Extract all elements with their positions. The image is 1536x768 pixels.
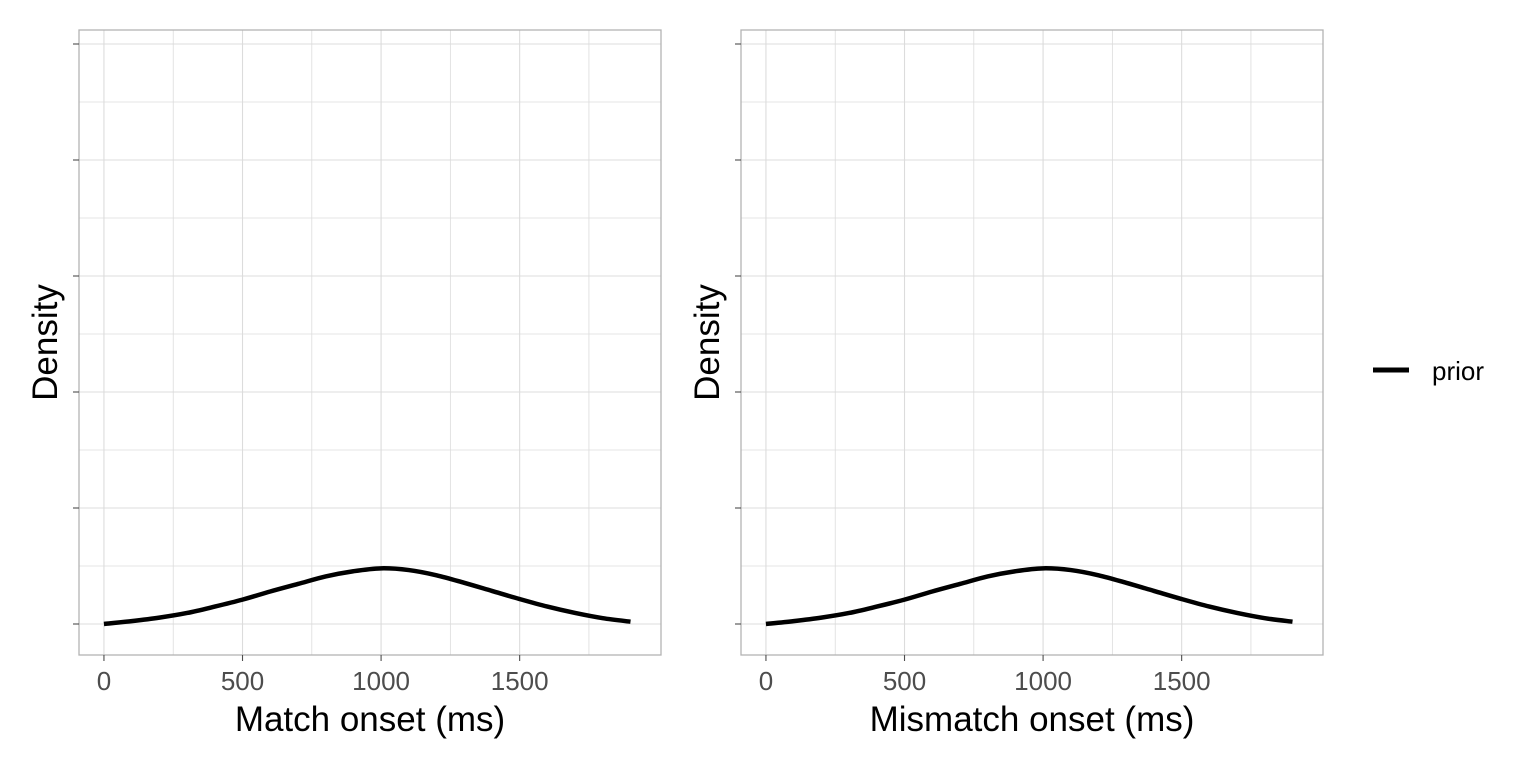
- right-panel-border: [740, 29, 1324, 656]
- right-x-tick-label-0: 0: [759, 666, 773, 696]
- legend: prior: [1373, 356, 1484, 386]
- right-x-tick-label-1: 500: [883, 666, 926, 696]
- right-y-axis-title: Density: [688, 284, 727, 401]
- left-x-tick-label-1: 500: [221, 666, 264, 696]
- right-x-axis-title: Mismatch onset (ms): [870, 700, 1195, 739]
- right-x-tick-label-2: 1000: [1014, 666, 1072, 696]
- left-x-axis-title: Match onset (ms): [235, 700, 505, 739]
- left-x-tick-label-0: 0: [97, 666, 111, 696]
- right-x-tick-label-3: 1500: [1153, 666, 1211, 696]
- left-x-tick-label-2: 1000: [352, 666, 410, 696]
- left-series-prior-line: [103, 566, 631, 627]
- left-x-tick-label-3: 1500: [491, 666, 549, 696]
- left-panel: 0 500 1000 1500 Match onset (ms) Density: [26, 29, 662, 739]
- legend-label-prior: prior: [1432, 356, 1484, 386]
- right-panel: 0 500 1000 1500 Mismatch onset (ms) Density: [688, 29, 1324, 739]
- right-series-prior-line: [765, 566, 1293, 627]
- left-y-axis-title: Density: [26, 284, 65, 401]
- left-panel-border: [78, 29, 662, 656]
